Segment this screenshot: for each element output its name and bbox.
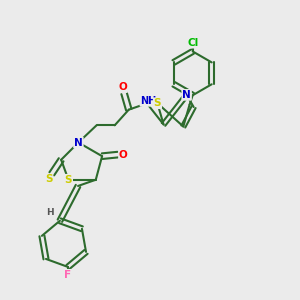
Text: Cl: Cl: [187, 38, 198, 48]
Text: O: O: [119, 150, 128, 160]
Text: F: F: [64, 270, 72, 280]
Text: N: N: [74, 137, 83, 148]
Text: H: H: [46, 208, 54, 217]
Text: S: S: [45, 175, 52, 184]
Text: S: S: [65, 175, 72, 185]
Text: NH: NH: [140, 96, 157, 106]
Text: N: N: [182, 90, 191, 100]
Text: S: S: [154, 98, 161, 108]
Text: O: O: [118, 82, 127, 92]
